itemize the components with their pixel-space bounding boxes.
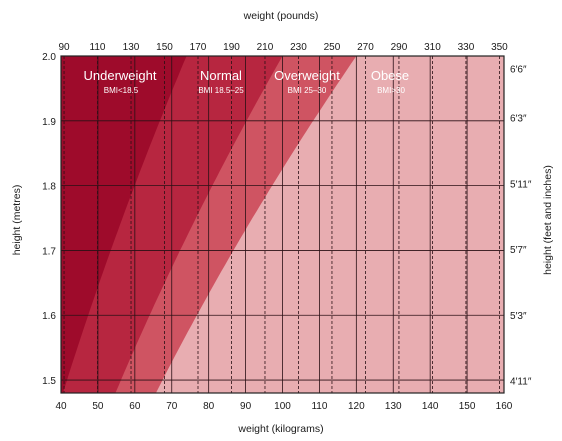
x-top-tick-230: 230 (290, 42, 307, 53)
x-top-tick-250: 250 (324, 42, 341, 53)
x-top-tick-130: 130 (123, 42, 140, 53)
y-left-tick-1.8: 1.8 (42, 182, 56, 193)
y-right-axis-title: height (feet and inches) (542, 165, 554, 275)
y-left-tick-1.6: 1.6 (42, 311, 56, 322)
y-right-tick: 6′3″ (510, 114, 527, 125)
x-bottom-tick-80: 80 (203, 401, 215, 412)
x-bottom-tick-140: 140 (422, 401, 439, 412)
y-right-tick: 4′11″ (510, 377, 532, 388)
y-right-tick: 5′3″ (510, 311, 527, 322)
zone-title-normal: Normal (200, 68, 242, 83)
x-bottom-tick-110: 110 (311, 401, 327, 412)
x-top-tick-310: 310 (424, 42, 441, 53)
tick-labels: 40 50 60 70 80 90 100 110 120 130 140 150 160 90 110 13… (42, 42, 532, 412)
x-top-tick-290: 290 (391, 42, 408, 53)
x-top-axis-title: weight (pounds) (243, 10, 319, 22)
x-top-tick-110: 110 (90, 42, 106, 53)
zone-range-obese: BMI>30 (377, 86, 405, 95)
x-bottom-tick-150: 150 (459, 401, 476, 412)
y-left-tick-1.7: 1.7 (42, 246, 56, 257)
x-top-tick-270: 270 (357, 42, 374, 53)
x-top-tick-90: 90 (58, 42, 70, 53)
x-top-tick-210: 210 (257, 42, 274, 53)
x-top-tick-190: 190 (223, 42, 240, 53)
y-left-axis-title: height (metres) (11, 185, 23, 256)
x-bottom-tick-70: 70 (166, 401, 178, 412)
y-right-tick: 5′7″ (510, 245, 527, 256)
x-bottom-tick-130: 130 (385, 401, 402, 412)
x-top-tick-350: 350 (491, 42, 508, 53)
zone-range-underweight: BMI<18.5 (104, 86, 139, 95)
x-bottom-tick-50: 50 (92, 401, 104, 412)
y-left-tick-1.5: 1.5 (42, 376, 56, 387)
region-underweight (61, 56, 187, 393)
x-bottom-tick-120: 120 (348, 401, 365, 412)
x-top-tick-330: 330 (458, 42, 475, 53)
x-bottom-tick-100: 100 (274, 401, 291, 412)
zone-range-overweight: BMI 25–30 (288, 86, 327, 95)
x-bottom-tick-160: 160 (496, 401, 513, 412)
zone-title-obese: Obese (371, 68, 409, 83)
x-bottom-axis-title: weight (kilograms) (237, 423, 323, 435)
y-right-tick: 6′6″ (510, 64, 527, 75)
x-top-tick-150: 150 (156, 42, 173, 53)
x-bottom-tick-60: 60 (129, 401, 141, 412)
y-right-tick: 5′11″ (510, 180, 532, 191)
plot-frame (60, 55, 505, 394)
zone-title-underweight: Underweight (84, 68, 157, 83)
zone-range-normal: BMI 18.5–25 (198, 86, 244, 95)
zone-labels: Underweight BMI<18.5 Normal BMI 18.5–25 Over… (84, 68, 410, 95)
x-top-tick-170: 170 (190, 42, 207, 53)
x-bottom-tick-90: 90 (240, 401, 252, 412)
y-left-tick-1.9: 1.9 (42, 117, 56, 128)
x-bottom-tick-40: 40 (55, 401, 67, 412)
grid-lines (61, 56, 504, 393)
zone-title-overweight: Overweight (274, 68, 340, 83)
y-left-tick-2: 2.0 (42, 52, 56, 63)
